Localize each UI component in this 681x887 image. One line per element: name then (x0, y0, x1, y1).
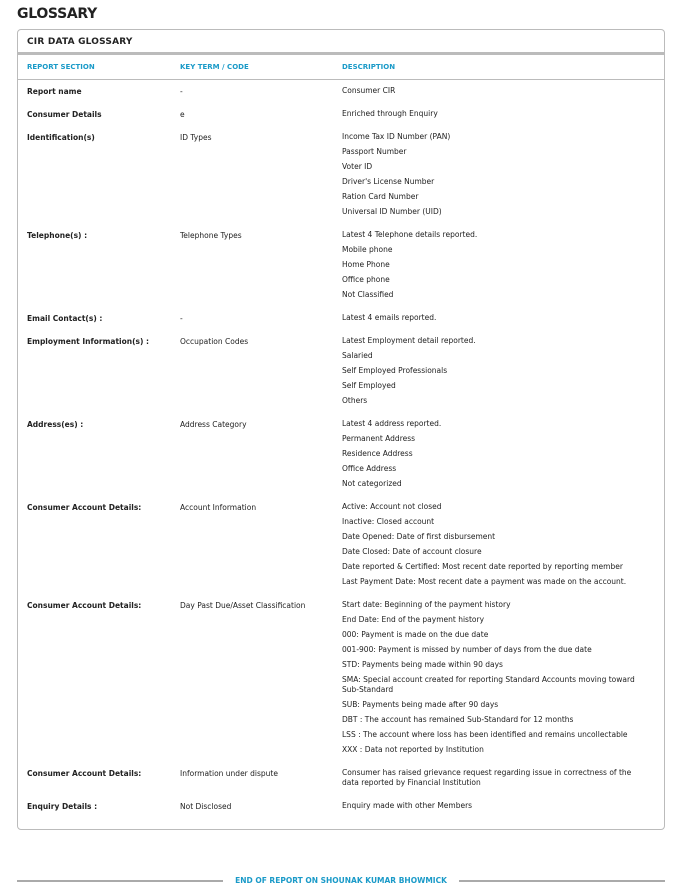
description-item: Latest 4 emails reported. (342, 313, 437, 322)
description-item: Enriched through Enquiry (342, 109, 438, 118)
description-item: Enquiry made with other Members (342, 801, 473, 810)
description-item: Date Opened: Date of first disbursement (342, 532, 496, 541)
report-section-cell: Telephone(s) : (27, 231, 88, 240)
description-item: Inactive: Closed account (342, 517, 435, 526)
report-section-cell: Consumer Details (27, 110, 102, 119)
key-term-cell: Account Information (180, 503, 257, 512)
description-item: Office phone (342, 275, 390, 284)
description-item: Self Employed Professionals (342, 366, 448, 375)
report-section-cell: Consumer Account Details: (27, 769, 142, 778)
description-cell: Latest 4 address reported. Permanent Addr… (342, 419, 664, 494)
description-item: Home Phone (342, 260, 390, 269)
description-item: SMA: Special account created for reporti… (342, 675, 635, 694)
divider (17, 879, 224, 882)
description-item: Active: Account not closed (342, 502, 442, 511)
description-item: Not Classified (342, 290, 394, 299)
key-term-cell: Not Disclosed (180, 802, 232, 811)
description-item: LSS : The account where loss has been id… (342, 730, 628, 739)
page-title: GLOSSARY (17, 6, 97, 22)
report-section-cell: Enquiry Details : (27, 802, 98, 811)
table-row: Consumer Details e Enriched through Enquir… (18, 109, 664, 132)
description-item: DBT : The account has remained Sub-Stand… (342, 715, 574, 724)
report-section-cell: Employment Information(s) : (27, 337, 150, 346)
key-term-cell: Telephone Types (180, 231, 242, 240)
description-item: Start date: Beginning of the payment his… (342, 600, 511, 609)
report-section-cell: Report name (27, 87, 82, 96)
key-term-cell: - (180, 314, 183, 323)
key-term-cell: ID Types (180, 133, 212, 142)
card-title: CIR DATA GLOSSARY (18, 30, 664, 55)
description-item: Office Address (342, 464, 397, 473)
description-item: Consumer has raised grievance request re… (342, 768, 632, 787)
description-item: Self Employed (342, 381, 396, 390)
table-row: Consumer Account Details: Information und… (18, 768, 664, 801)
description-item: End Date: End of the payment history (342, 615, 485, 624)
table-header: REPORT SECTION KEY TERM / CODE DESCRIPTI… (18, 55, 664, 80)
description-cell: Consumer CIR (342, 86, 664, 101)
description-item: STD: Payments being made within 90 days (342, 660, 503, 669)
description-item: Universal ID Number (UID) (342, 207, 442, 216)
key-term-cell: - (180, 87, 183, 96)
description-item: Date reported & Certified: Most recent d… (342, 562, 623, 571)
table-row: Enquiry Details : Not Disclosed Enquiry ma… (18, 801, 664, 824)
description-cell: Income Tax ID Number (PAN) Passport Numbe… (342, 132, 664, 222)
key-term-cell: Day Past Due/Asset Classification (180, 601, 306, 610)
table-body: Report name - Consumer CIR Consumer Details… (18, 80, 664, 824)
description-item: Passport Number (342, 147, 407, 156)
header-description: DESCRIPTION (342, 63, 396, 71)
description-item: Voter ID (342, 162, 373, 171)
description-item: Date Closed: Date of account closure (342, 547, 482, 556)
table-row: Email Contact(s) : - Latest 4 emails repor… (18, 313, 664, 336)
description-item: Ration Card Number (342, 192, 419, 201)
header-key-term: KEY TERM / CODE (180, 63, 249, 71)
key-term-cell: e (180, 110, 185, 119)
description-item: Last Payment Date: Most recent date a pa… (342, 577, 627, 586)
table-row: Identification(s) ID Types Income Tax ID N… (18, 132, 664, 230)
table-row: Report name - Consumer CIR (18, 86, 664, 109)
description-item: Latest 4 Telephone details reported. (342, 230, 478, 239)
table-row: Consumer Account Details: Account Informa… (18, 502, 664, 600)
description-item: Residence Address (342, 449, 413, 458)
report-section-cell: Address(es) : (27, 420, 84, 429)
description-item: Latest 4 address reported. (342, 419, 442, 428)
description-item: Driver's License Number (342, 177, 435, 186)
report-section-cell: Email Contact(s) : (27, 314, 103, 323)
report-section-cell: Consumer Account Details: (27, 601, 142, 610)
description-cell: Latest Employment detail reported. Salari… (342, 336, 664, 411)
description-item: Not categorized (342, 479, 402, 488)
key-term-cell: Occupation Codes (180, 337, 249, 346)
table-row: Address(es) : Address Category Latest 4 ad… (18, 419, 664, 502)
divider (458, 879, 665, 882)
description-item: 000: Payment is made on the due date (342, 630, 489, 639)
report-section-cell: Consumer Account Details: (27, 503, 142, 512)
description-cell: Latest 4 emails reported. (342, 313, 664, 328)
description-cell: Consumer has raised grievance request re… (342, 768, 664, 793)
description-item: 001-900: Payment is missed by number of … (342, 645, 592, 654)
key-term-cell: Information under dispute (180, 769, 278, 778)
key-term-cell: Address Category (180, 420, 247, 429)
description-item: Permanent Address (342, 434, 416, 443)
description-cell: Enriched through Enquiry (342, 109, 664, 124)
description-item: Income Tax ID Number (PAN) (342, 132, 451, 141)
report-footer: END OF REPORT ON SHOUNAK KUMAR BHOWMICK (17, 876, 665, 885)
end-of-report-text: END OF REPORT ON SHOUNAK KUMAR BHOWMICK (235, 876, 447, 885)
description-item: Mobile phone (342, 245, 393, 254)
table-row: Employment Information(s) : Occupation Co… (18, 336, 664, 419)
description-item: XXX : Data not reported by Institution (342, 745, 484, 754)
header-report-section: REPORT SECTION (27, 63, 95, 71)
description-item: Latest Employment detail reported. (342, 336, 476, 345)
report-section-cell: Identification(s) (27, 133, 95, 142)
description-cell: Latest 4 Telephone details reported. Mobi… (342, 230, 664, 305)
table-row: Telephone(s) : Telephone Types Latest 4 Te… (18, 230, 664, 313)
description-cell: Enquiry made with other Members (342, 801, 664, 816)
description-item: SUB: Payments being made after 90 days (342, 700, 499, 709)
description-item: Consumer CIR (342, 86, 396, 95)
description-cell: Active: Account not closed Inactive: Clos… (342, 502, 664, 592)
description-item: Others (342, 396, 368, 405)
description-item: Salaried (342, 351, 373, 360)
glossary-card: CIR DATA GLOSSARY REPORT SECTION KEY TER… (17, 29, 665, 830)
description-cell: Start date: Beginning of the payment his… (342, 600, 664, 760)
table-row: Consumer Account Details: Day Past Due/As… (18, 600, 664, 768)
